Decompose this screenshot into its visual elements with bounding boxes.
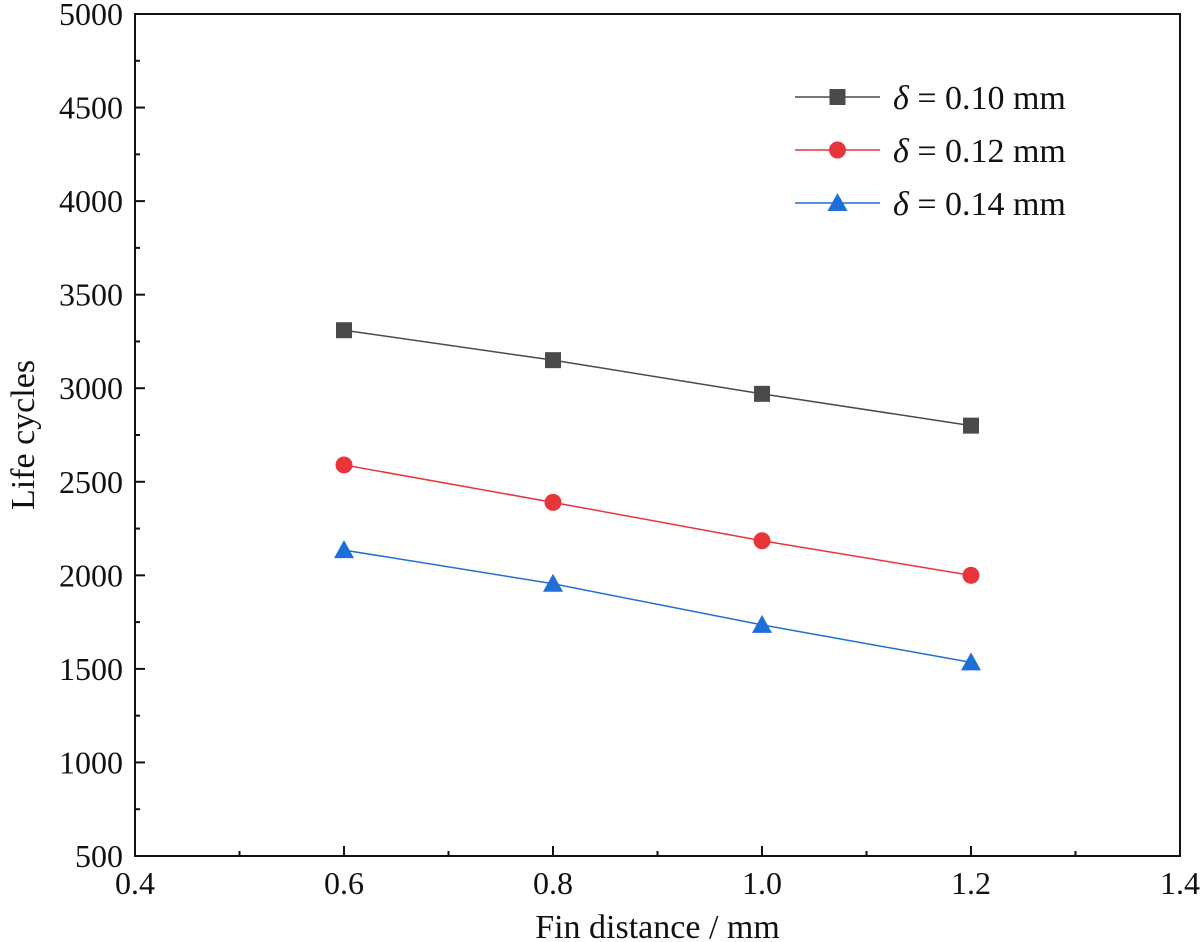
- data-point: [753, 532, 771, 550]
- data-point: [963, 417, 979, 434]
- x-tick-label: 0.6: [324, 865, 364, 901]
- y-axis: 500 1000 1500 2000 2500 3000 3500 4000 4500 5000: [59, 0, 145, 874]
- data-point: [545, 352, 561, 369]
- legend-marker: [827, 193, 848, 211]
- legend-symbol: δ: [893, 133, 910, 170]
- x-tick-label: 0.8: [533, 865, 573, 901]
- legend: δ = 0.10 mmδ = 0.12 mmδ = 0.14 mm: [795, 80, 1066, 223]
- series-line: [343, 464, 972, 577]
- legend-marker: [829, 89, 846, 105]
- y-tick-label: 3500: [59, 277, 123, 313]
- y-tick-label: 2000: [59, 557, 123, 593]
- y-tick-label: 500: [75, 838, 123, 874]
- data-point: [752, 614, 772, 633]
- legend-label: δ = 0.10 mm: [893, 80, 1066, 117]
- x-tick-label: 1.0: [742, 865, 782, 901]
- legend-value: = 0.12 mm: [909, 133, 1066, 170]
- series-3: [334, 540, 981, 671]
- data-point: [543, 573, 563, 592]
- legend-label: δ = 0.14 mm: [893, 186, 1066, 223]
- y-axis-label: Life cycles: [5, 360, 42, 510]
- y-tick-label: 2500: [59, 464, 123, 500]
- x-tick-label: 1.4: [1160, 865, 1200, 901]
- y-tick-label: 4500: [59, 90, 123, 126]
- series-2: [335, 456, 980, 584]
- legend-marker: [829, 141, 846, 159]
- data-point: [336, 322, 352, 339]
- x-tick-label: 0.4: [115, 865, 155, 901]
- data-point: [961, 652, 981, 671]
- series-line: [343, 329, 972, 427]
- legend-symbol: δ: [893, 80, 910, 117]
- series-1: [336, 322, 979, 434]
- data-point: [962, 566, 980, 584]
- y-tick-label: 1500: [59, 651, 123, 687]
- data-point: [544, 493, 562, 511]
- legend-symbol: δ: [893, 186, 910, 223]
- data-point: [754, 385, 770, 402]
- legend-item: δ = 0.12 mm: [795, 133, 1066, 170]
- legend-label: δ = 0.12 mm: [893, 133, 1066, 170]
- x-tick-label: 1.2: [951, 865, 991, 901]
- y-tick-label: 1000: [59, 744, 123, 780]
- data-point: [335, 456, 353, 474]
- legend-item: δ = 0.14 mm: [795, 186, 1066, 223]
- y-tick-label: 5000: [59, 0, 123, 32]
- x-axis: 0.4 0.6 0.8 1.0 1.2 1.4: [115, 846, 1200, 901]
- series-line: [343, 549, 972, 664]
- legend-item: δ = 0.10 mm: [795, 80, 1066, 117]
- x-axis-label: Fin distance / mm: [535, 909, 780, 942]
- y-tick-label: 3000: [59, 370, 123, 406]
- legend-value: = 0.14 mm: [909, 186, 1066, 223]
- data-point: [334, 540, 354, 559]
- y-tick-label: 4000: [59, 183, 123, 219]
- legend-value: = 0.10 mm: [909, 80, 1066, 117]
- series-layer: [334, 322, 981, 671]
